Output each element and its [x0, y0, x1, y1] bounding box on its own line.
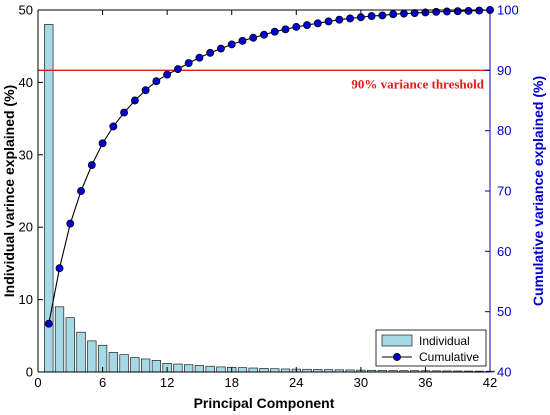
bar-pc-9 — [130, 357, 140, 373]
bar-pc-4 — [76, 331, 86, 373]
legend-label-cumulative: Cumulative — [419, 350, 479, 364]
bottom-tick-label: 30 — [354, 375, 368, 390]
bar-pc-7 — [108, 352, 118, 373]
threshold-label: 90% variance threshold — [351, 76, 484, 91]
left-tick-label: 50 — [19, 3, 33, 18]
cumulative-point-26 — [313, 19, 322, 28]
right-tick-label: 60 — [497, 244, 511, 259]
bar-pc-16 — [205, 365, 215, 373]
bar-pc-11 — [151, 360, 161, 373]
left-tick-label: 20 — [19, 220, 33, 235]
cumulative-point-38 — [443, 7, 451, 16]
cumulative-point-3 — [66, 219, 75, 228]
cumulative-point-34 — [399, 9, 408, 18]
right-tick-label: 80 — [497, 123, 511, 138]
cumulative-point-20 — [249, 33, 258, 42]
cumulative-point-16 — [206, 48, 215, 57]
cumulative-point-41 — [475, 6, 484, 15]
cumulative-point-39 — [453, 7, 462, 16]
bar-pc-13 — [173, 363, 183, 373]
legend-swatch-individual — [381, 334, 413, 347]
bar-pc-19 — [237, 367, 248, 373]
x-axis-title: Principal Component — [194, 395, 335, 411]
y-axis-title-left: Individual varince explained (%) — [1, 85, 17, 297]
cumulative-line-group — [44, 6, 494, 328]
cumulative-point-5 — [87, 161, 96, 170]
bottom-tick-label: 12 — [160, 375, 174, 390]
bar-pc-3 — [65, 317, 75, 373]
right-tick-label: 40 — [497, 365, 511, 380]
cumulative-point-6 — [98, 139, 107, 148]
cumulative-point-14 — [184, 59, 193, 68]
cumulative-point-9 — [130, 96, 139, 105]
bottom-tick-label: 18 — [224, 375, 238, 390]
cumulative-point-31 — [367, 12, 376, 20]
cumulative-point-4 — [77, 187, 86, 195]
cumulative-point-2 — [55, 264, 64, 273]
cumulative-point-12 — [163, 70, 172, 79]
cumulative-point-23 — [281, 25, 290, 34]
cumulative-point-37 — [432, 7, 441, 16]
cumulative-point-21 — [260, 30, 268, 39]
cumulative-point-7 — [109, 122, 118, 131]
cumulative-point-33 — [389, 10, 398, 19]
cumulative-point-10 — [141, 86, 150, 95]
cumulative-point-28 — [335, 15, 344, 24]
cumulative-point-13 — [173, 65, 182, 74]
bar-pc-15 — [194, 365, 205, 373]
cumulative-point-27 — [324, 17, 333, 26]
cumulative-point-35 — [410, 9, 419, 17]
legend-marker-cumulative — [393, 353, 401, 361]
cumulative-point-15 — [195, 53, 204, 62]
bottom-tick-label: 6 — [99, 375, 106, 390]
right-tick-label: 50 — [497, 304, 511, 319]
cumulative-point-11 — [152, 77, 161, 86]
bar-pc-8 — [119, 354, 129, 373]
bar-pc-20 — [248, 367, 258, 373]
cumulative-point-32 — [378, 11, 387, 20]
right-tick-label: 100 — [497, 3, 519, 18]
cumulative-point-1 — [44, 319, 53, 328]
right-tick-label: 90 — [497, 63, 511, 78]
cumulative-point-40 — [464, 6, 473, 15]
cumulative-point-22 — [270, 27, 279, 36]
right-tick-label: 70 — [497, 184, 511, 199]
axes-group: 0 10 20 30 40 50 40 50 60 70 80 90 100 0 6 12 18 24 30 36 42… — [1, 3, 546, 412]
bottom-tick-label: 36 — [418, 375, 432, 390]
cumulative-point-17 — [216, 44, 225, 53]
bar-pc-10 — [141, 358, 151, 373]
plot-area — [38, 10, 490, 372]
legend-label-individual: Individual — [419, 334, 470, 348]
bar-pc-14 — [184, 364, 194, 373]
cumulative-point-8 — [120, 108, 129, 117]
bar-pc-21 — [259, 368, 269, 373]
bar-pc-17 — [216, 366, 226, 373]
bottom-tick-label: 24 — [289, 375, 303, 390]
individual-bars — [44, 24, 495, 373]
cumulative-point-25 — [303, 21, 311, 30]
left-tick-label: 30 — [19, 147, 33, 162]
plot-background — [38, 10, 490, 372]
left-tick-label: 10 — [19, 292, 33, 307]
left-tick-label: 40 — [19, 75, 33, 90]
threshold-group: 90% variance threshold — [38, 69, 490, 91]
legend-box — [375, 329, 487, 367]
cumulative-point-24 — [292, 22, 301, 31]
cumulative-point-19 — [238, 36, 247, 45]
bottom-tick-label: 42 — [483, 375, 497, 390]
legend: Individual Cumulative — [375, 329, 487, 367]
cumulative-point-29 — [346, 14, 355, 23]
bottom-tick-label: 0 — [34, 375, 41, 390]
bar-pc-2 — [54, 306, 65, 373]
cumulative-point-18 — [227, 40, 236, 49]
left-tick-label: 0 — [26, 365, 33, 380]
bar-pc-5 — [87, 340, 97, 373]
y-axis-title-right: Cumulative variance explained (%) — [530, 76, 546, 306]
